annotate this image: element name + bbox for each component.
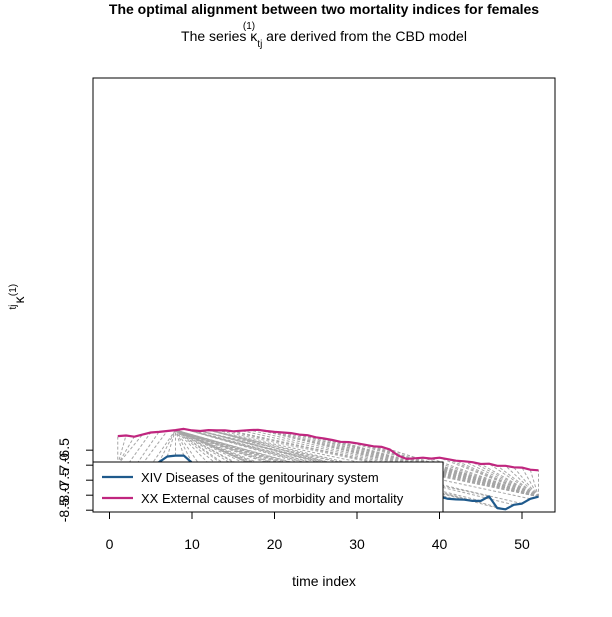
legend-label: XIV Diseases of the genitourinary system: [141, 470, 379, 485]
alignment-line: [175, 429, 366, 494]
alignment-line: [150, 429, 176, 466]
alignment-line: [431, 458, 539, 498]
alignment-line: [175, 429, 250, 472]
x-tick-label: 0: [106, 536, 114, 552]
alignment-line: [480, 463, 539, 498]
alignment-line: [496, 465, 539, 498]
x-tick-label: 20: [267, 536, 283, 552]
x-tick-label: 50: [514, 536, 530, 552]
y-tick-label: -7.5: [56, 468, 72, 492]
alignment-line: [513, 466, 539, 498]
legend-box: [92, 461, 444, 513]
alignment-line: [175, 429, 341, 490]
y-tick-label: -8.0: [56, 483, 72, 507]
x-tick-label: 40: [432, 536, 448, 552]
alignment-line: [117, 434, 143, 465]
alignment-line: [208, 429, 506, 510]
alignment-line: [175, 429, 308, 485]
alignment-line: [125, 432, 152, 468]
chart-subtitle: The series κtj are derived from the CBD …: [181, 28, 467, 50]
legend-label: XX External causes of morbidity and mort…: [141, 491, 404, 506]
alignment-line: [200, 430, 490, 497]
y-tick-label: -7.0: [56, 453, 72, 477]
alignment-line: [142, 430, 168, 465]
y-tick-label: -6.5: [56, 438, 72, 462]
alignment-line: [175, 429, 201, 467]
y-axis-label: κ tj (1): [8, 284, 27, 310]
x-axis-label: time index: [292, 573, 356, 589]
y-tick-label: -8.5: [56, 498, 72, 522]
alignment-line: [521, 467, 539, 497]
alignment-line: [117, 435, 127, 465]
alignment-line: [175, 429, 185, 456]
series-line-2: [117, 427, 539, 472]
alignment-line: [406, 458, 539, 498]
chart-title: The optimal alignment between two mortal…: [109, 1, 539, 17]
chart-subtitle-superscript: (1): [243, 21, 255, 32]
alignment-line: [158, 429, 176, 463]
y-axis: -6.5-7.0-7.5-8.0-8.5: [56, 438, 94, 522]
alignment-line: [464, 460, 539, 498]
x-axis: 0 10 20 30 40 50: [106, 511, 530, 552]
y-axis-label-main: κ: [11, 296, 27, 304]
alignment-line: [117, 436, 135, 465]
y-axis-label-sub: tj: [8, 305, 19, 310]
alignment-line: [175, 429, 193, 464]
alignment-line: [257, 429, 539, 498]
alignment-line: [505, 465, 539, 498]
alignment-line: [455, 460, 539, 498]
alignment-line: [175, 429, 218, 465]
alignment-line: [175, 429, 209, 464]
alignment-line: [200, 430, 481, 502]
x-tick-label: 10: [184, 536, 200, 552]
legend: XIV Diseases of the genitourinary system…: [92, 461, 444, 513]
x-tick-label: 30: [349, 536, 365, 552]
y-axis-label-sup: (1): [8, 284, 19, 296]
alignment-line: [249, 429, 539, 498]
